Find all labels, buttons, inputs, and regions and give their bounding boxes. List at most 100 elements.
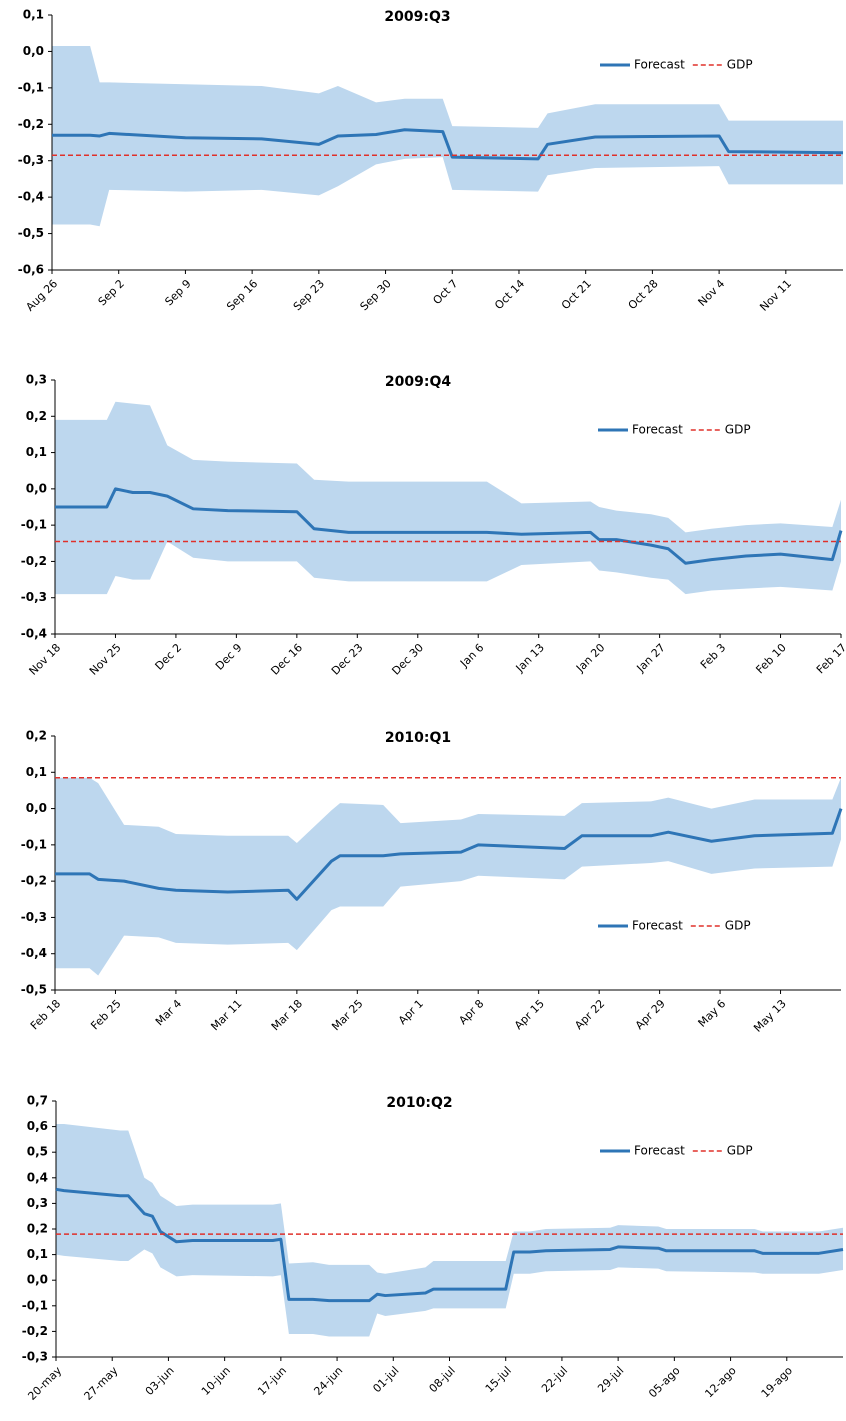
x-tick-label: Oct 7 xyxy=(430,277,460,307)
x-tick-label: 01-jul xyxy=(370,1364,401,1395)
x-tick-label: Dec 9 xyxy=(213,641,245,673)
legend-label: Forecast xyxy=(632,423,683,437)
x-tick-label: 15-jul xyxy=(483,1364,514,1395)
y-tick-label: -0,4 xyxy=(21,627,47,641)
x-tick-label: Nov 11 xyxy=(757,277,794,314)
x-tick-label: Nov 18 xyxy=(26,641,63,678)
legend-label: GDP xyxy=(725,423,751,437)
y-tick-label: 0,2 xyxy=(26,409,47,423)
y-tick-label: 0,7 xyxy=(27,1094,48,1108)
y-tick-label: -0,3 xyxy=(18,153,44,167)
forecast-line xyxy=(55,808,843,901)
x-tick-label: Dec 2 xyxy=(153,641,185,673)
x-tick-label: 19-ago xyxy=(759,1364,796,1401)
x-tick-label: Oct 14 xyxy=(492,277,527,312)
x-tick-label: May 13 xyxy=(751,997,789,1035)
x-tick-label: Jan 13 xyxy=(513,641,547,675)
y-tick-label: -0,3 xyxy=(21,910,47,924)
x-tick-label: Sep 2 xyxy=(96,277,127,308)
legend-label: GDP xyxy=(727,1144,753,1158)
x-tick-label: Apr 15 xyxy=(512,997,547,1032)
x-tick-label: 22-jul xyxy=(539,1364,570,1395)
x-tick-label: 05-ago xyxy=(646,1364,683,1401)
y-tick-label: 0,6 xyxy=(27,1119,48,1133)
forecast-line xyxy=(55,487,843,565)
x-tick-label: Dec 16 xyxy=(268,641,305,678)
x-tick-label: 08-jul xyxy=(427,1364,458,1395)
x-tick-label: 27-may xyxy=(82,1364,121,1403)
x-tick-label: Dec 30 xyxy=(389,641,426,678)
y-tick-label: -0,2 xyxy=(18,117,44,131)
forecast-line xyxy=(55,1187,844,1303)
y-tick-label: 0,1 xyxy=(26,445,47,459)
band xyxy=(56,1124,843,1337)
y-tick-label: -0,2 xyxy=(22,1324,48,1338)
y-tick-label: -0,1 xyxy=(22,1298,48,1312)
y-tick-label: 0,0 xyxy=(23,44,44,58)
y-tick-label: 0,3 xyxy=(26,373,47,387)
x-tick-label: 29-jul xyxy=(595,1364,626,1395)
x-tick-label: Jan 20 xyxy=(573,641,607,675)
band xyxy=(55,777,841,976)
chart-title: 2009:Q4 xyxy=(385,374,451,390)
x-tick-label: Mar 18 xyxy=(269,997,305,1033)
y-tick-label: 0,0 xyxy=(27,1273,48,1287)
y-tick-label: 0,0 xyxy=(26,801,47,815)
legend-label: Forecast xyxy=(634,1144,685,1158)
y-tick-label: -0,4 xyxy=(21,946,47,960)
y-tick-label: -0,1 xyxy=(18,80,44,94)
x-tick-label: Feb 25 xyxy=(88,997,123,1032)
x-tick-label: Sep 9 xyxy=(162,277,193,308)
legend-label: Forecast xyxy=(632,919,683,933)
x-tick-label: Feb 17 xyxy=(814,641,846,676)
x-tick-label: Aug 26 xyxy=(23,277,60,314)
forecast-line xyxy=(52,128,844,161)
y-tick-label: 0,2 xyxy=(26,729,47,743)
x-tick-label: 03-jun xyxy=(143,1364,177,1398)
legend-label: Forecast xyxy=(634,58,685,72)
y-tick-label: 0,1 xyxy=(26,765,47,779)
x-tick-label: Nov 25 xyxy=(87,641,124,678)
x-tick-label: Apr 1 xyxy=(396,997,426,1027)
y-tick-label: 0,1 xyxy=(27,1247,48,1261)
x-tick-label: Sep 30 xyxy=(358,277,394,313)
y-tick-label: -0,1 xyxy=(21,837,47,851)
y-tick-label: -0,6 xyxy=(18,263,44,277)
x-tick-label: Nov 4 xyxy=(696,277,728,309)
x-tick-label: 12-ago xyxy=(702,1364,739,1401)
x-tick-label: Mar 4 xyxy=(153,997,184,1028)
x-tick-label: Feb 18 xyxy=(28,997,63,1032)
chart-title: 2010:Q2 xyxy=(386,1095,452,1111)
x-tick-label: Sep 23 xyxy=(291,277,327,313)
x-tick-label: 24-jun xyxy=(311,1364,345,1398)
y-tick-label: 0,5 xyxy=(27,1145,48,1159)
y-tick-label: 0,1 xyxy=(23,8,44,22)
y-tick-label: 0,2 xyxy=(27,1222,48,1236)
y-tick-label: 0,0 xyxy=(26,481,47,495)
x-tick-label: Apr 22 xyxy=(572,997,607,1032)
y-tick-label: -0,4 xyxy=(18,190,44,204)
x-tick-label: Oct 21 xyxy=(559,277,594,312)
x-tick-label: Oct 28 xyxy=(626,277,661,312)
x-tick-label: Feb 3 xyxy=(698,641,728,671)
x-tick-label: Feb 10 xyxy=(753,641,788,676)
x-tick-label: 20-may xyxy=(25,1364,64,1403)
legend-label: GDP xyxy=(725,919,751,933)
chart-title: 2010:Q1 xyxy=(385,730,451,746)
x-tick-label: Dec 23 xyxy=(329,641,366,678)
chart-title: 2009:Q3 xyxy=(384,9,450,25)
legend-label: GDP xyxy=(727,58,753,72)
x-tick-label: Sep 16 xyxy=(224,277,260,313)
x-tick-label: Apr 29 xyxy=(633,997,668,1032)
y-tick-label: -0,5 xyxy=(18,226,44,240)
x-tick-label: Jan 27 xyxy=(634,641,668,675)
x-tick-label: Jan 6 xyxy=(457,641,486,670)
x-tick-label: May 6 xyxy=(696,997,729,1030)
y-tick-label: -0,2 xyxy=(21,874,47,888)
y-tick-label: -0,3 xyxy=(22,1350,48,1364)
x-tick-label: Apr 8 xyxy=(456,997,486,1027)
y-tick-label: -0,2 xyxy=(21,554,47,568)
band xyxy=(52,45,843,227)
